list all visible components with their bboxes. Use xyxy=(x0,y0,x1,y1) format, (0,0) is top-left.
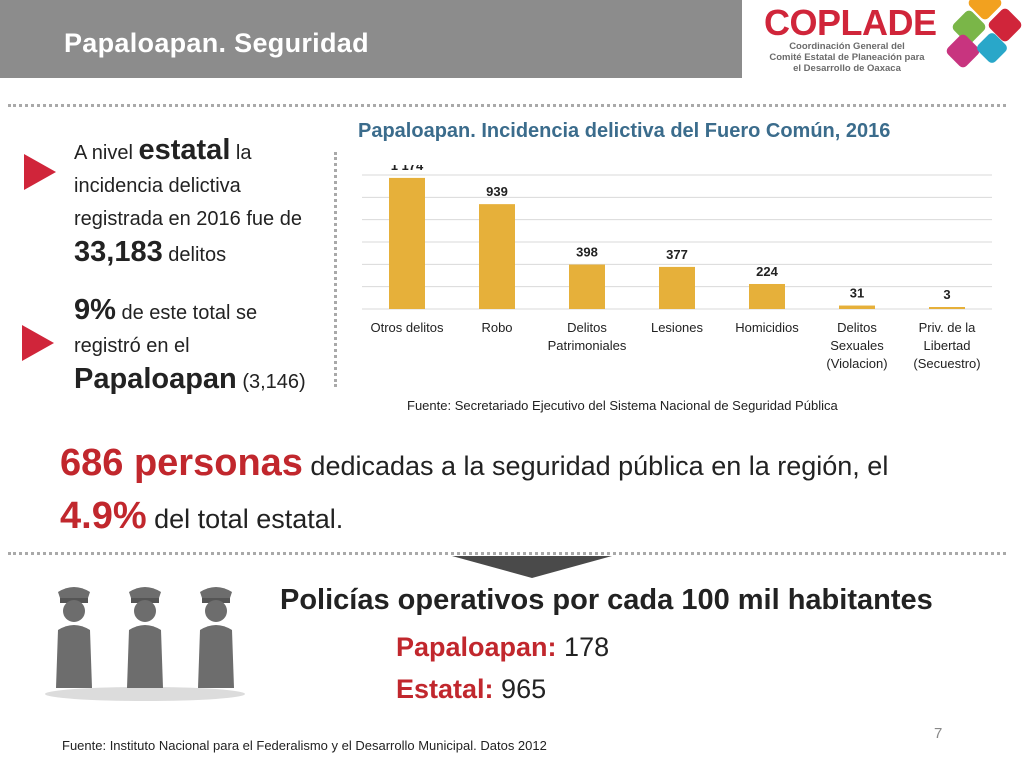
category-label: (Violacion) xyxy=(826,356,887,371)
data-label: 1 174 xyxy=(391,165,424,173)
bar xyxy=(749,283,785,309)
logo-wordmark: COPLADE xyxy=(764,2,937,43)
vertical-divider xyxy=(334,152,337,387)
data-label: 398 xyxy=(576,245,598,260)
coplade-logo xyxy=(742,0,1024,78)
logo-subtitle-line: Coordinación General del xyxy=(789,41,905,52)
down-arrow-icon xyxy=(452,556,612,578)
bar-chart: 1 174 Otros delitos 939 Robo 398 Delitos Patri… xyxy=(362,165,992,371)
header-band xyxy=(0,0,742,78)
bar xyxy=(479,204,515,309)
data-label: 224 xyxy=(756,264,778,279)
police-ratio-title: Policías operativos por cada 100 mil hab… xyxy=(280,584,933,616)
data-label: 939 xyxy=(486,184,508,199)
divider xyxy=(8,552,1006,555)
regional-police-ratio: Papaloapan: 178 xyxy=(396,632,610,662)
security-personnel-statement: 686 personas dedicadas a la seguridad pú… xyxy=(60,442,889,537)
category-label: (Secuestro) xyxy=(913,356,980,371)
police-officers-icon xyxy=(45,587,245,701)
bullet-arrow-icon xyxy=(22,325,54,361)
footer-source: Fuente: Instituto Nacional para el Feder… xyxy=(62,738,547,753)
state-incidence-text: A nivel estatal la incidencia delictiva … xyxy=(74,134,302,268)
bar xyxy=(929,307,965,309)
category-label: Libertad xyxy=(924,338,971,353)
category-label: Priv. de la xyxy=(919,320,977,335)
category-label: Delitos xyxy=(837,320,877,335)
data-label: 31 xyxy=(850,286,864,301)
page-number: 7 xyxy=(934,725,943,742)
chart-title: Papaloapan. Incidencia delictiva del Fue… xyxy=(358,120,891,142)
category-label: Robo xyxy=(481,320,512,335)
data-label: 377 xyxy=(666,247,688,262)
regional-share-text: 9% de este total se registró en el Papal… xyxy=(74,294,306,395)
category-label: Otros delitos xyxy=(371,320,444,335)
divider xyxy=(8,104,1006,107)
state-police-ratio: Estatal: 965 xyxy=(396,674,547,704)
category-label: Lesiones xyxy=(651,320,704,335)
bar xyxy=(389,177,425,309)
logo-subtitle-line: Comité Estatal de Planeación para xyxy=(769,52,925,63)
data-label: 3 xyxy=(943,287,950,302)
bar xyxy=(839,305,875,309)
bar xyxy=(569,264,605,309)
category-label: Patrimoniales xyxy=(548,338,627,353)
category-label: Delitos xyxy=(567,320,607,335)
category-label: Sexuales xyxy=(830,338,884,353)
category-label: Homicidios xyxy=(735,320,799,335)
bar xyxy=(659,266,695,309)
bullet-arrow-icon xyxy=(24,154,56,190)
logo-diamonds-icon xyxy=(946,0,1022,68)
logo-subtitle-line: el Desarrollo de Oaxaca xyxy=(793,63,901,74)
chart-source: Fuente: Secretariado Ejecutivo del Siste… xyxy=(407,398,838,413)
page-title: Papaloapan. Seguridad xyxy=(64,28,369,58)
